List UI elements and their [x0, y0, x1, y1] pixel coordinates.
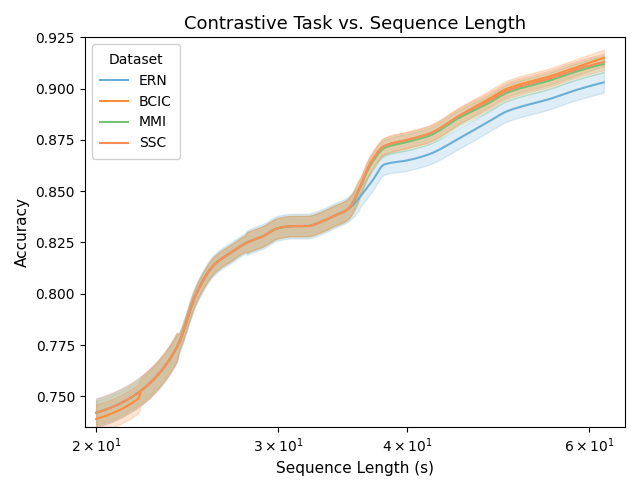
BCIC: [549, 72, 557, 78]
Line: BCIC: BCIC: [96, 58, 604, 419]
BCIC: [95, 415, 103, 421]
Legend: ERN, BCIC, MMI, SSC: ERN, BCIC, MMI, SSC: [92, 44, 180, 159]
BCIC: [600, 55, 607, 61]
ERN: [600, 80, 607, 85]
Y-axis label: Accuracy: Accuracy: [15, 197, 30, 267]
ERN: [570, 87, 578, 93]
X-axis label: Sequence Length (s): Sequence Length (s): [276, 461, 434, 476]
ERN: [95, 409, 103, 415]
ERN: [463, 131, 471, 137]
ERN: [455, 136, 463, 141]
ERN: [549, 95, 557, 101]
ERN: [456, 135, 464, 141]
SSC: [549, 74, 557, 80]
SSC: [95, 409, 103, 415]
SSC: [463, 109, 471, 114]
SSC: [92, 410, 100, 416]
MMI: [95, 409, 103, 415]
Title: Contrastive Task vs. Sequence Length: Contrastive Task vs. Sequence Length: [184, 15, 526, 33]
BCIC: [455, 113, 463, 119]
Line: MMI: MMI: [96, 64, 604, 413]
SSC: [455, 113, 463, 119]
SSC: [570, 67, 578, 73]
MMI: [570, 69, 578, 75]
Line: SSC: SSC: [96, 62, 604, 413]
SSC: [456, 112, 464, 118]
SSC: [600, 59, 607, 65]
MMI: [456, 114, 464, 120]
MMI: [549, 77, 557, 82]
BCIC: [92, 416, 100, 422]
BCIC: [456, 112, 464, 118]
MMI: [463, 111, 471, 117]
Line: ERN: ERN: [96, 82, 604, 413]
MMI: [600, 61, 607, 67]
ERN: [92, 410, 100, 416]
BCIC: [570, 65, 578, 71]
BCIC: [463, 109, 471, 114]
MMI: [455, 115, 463, 121]
MMI: [92, 410, 100, 416]
